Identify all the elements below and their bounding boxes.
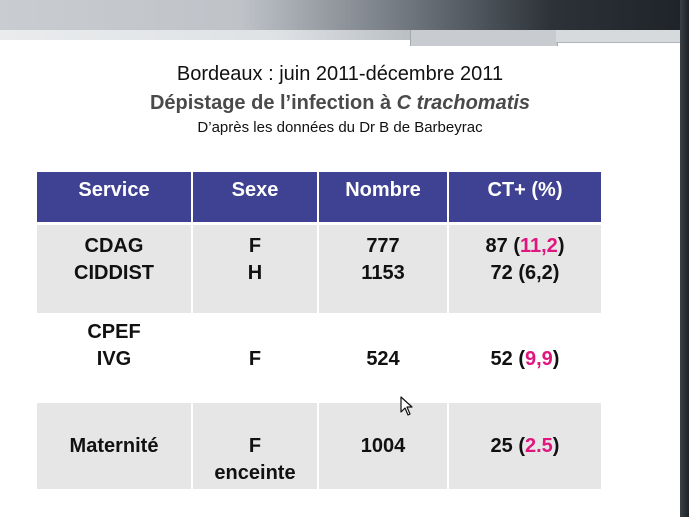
ct-count: 72 ( xyxy=(490,262,525,284)
cell-text: CDAG xyxy=(84,235,144,257)
slide-title-main: Dépistage de l’infection à C trachomatis xyxy=(0,92,680,115)
cell-ct: 25 (2.5) xyxy=(448,403,601,489)
table-row: CDAG CIDDIST F H 777 1153 87 (11,2) 72 (… xyxy=(37,225,601,313)
ct-close: ) xyxy=(552,435,560,457)
cell-text: CIDDIST xyxy=(74,262,154,284)
cell-sexe: F H xyxy=(192,225,319,313)
screening-table: Service Sexe Nombre CT+ (%) CDAG CIDDIST… xyxy=(37,172,601,489)
window-top-bar xyxy=(0,0,689,40)
cell-text: IVG xyxy=(96,348,132,370)
cell-nombre: 524 xyxy=(318,313,449,403)
cell-text: Maternité xyxy=(69,435,159,457)
ct-count: 52 ( xyxy=(490,348,525,370)
cell-text: H xyxy=(247,262,263,284)
ct-percent-highlight: 2.5 xyxy=(524,435,553,457)
ct-count: 87 ( xyxy=(485,235,520,257)
cell-ct-line: 52 (9,9) xyxy=(450,346,600,373)
cell-ct: 87 (11,2) 72 (6,2) xyxy=(448,225,601,313)
slide-title-main-italic: C trachomatis xyxy=(396,92,531,114)
cell-service: CDAG CIDDIST xyxy=(37,225,193,313)
mouse-pointer-icon xyxy=(400,396,413,416)
cell-service: Maternité xyxy=(37,403,193,489)
cell-text: 777 xyxy=(366,235,400,257)
ct-percent-highlight: 11,2 xyxy=(519,235,558,257)
table-row: CPEF IVG F 524 52 (9,9) xyxy=(37,313,601,403)
cell-ct-line: 72 (6,2) xyxy=(450,260,600,287)
column-header-nombre: Nombre xyxy=(318,172,449,222)
ct-count: 25 ( xyxy=(490,435,525,457)
table-row: Maternité F enceinte 1004 25 (2.5) xyxy=(37,403,601,489)
column-header-ct: CT+ (%) xyxy=(448,172,601,222)
slide-title-location-period: Bordeaux : juin 2011-décembre 2011 xyxy=(176,63,504,85)
cell-text: CPEF xyxy=(87,321,141,343)
cell-text: 1153 xyxy=(361,262,405,284)
cell-text: enceinte xyxy=(214,462,296,484)
slide-title-main-text: Dépistage de l’infection à xyxy=(149,92,397,114)
cell-ct: 52 (9,9) xyxy=(448,313,601,403)
cell-nombre: 777 1153 xyxy=(318,225,449,313)
cell-service: CPEF IVG xyxy=(37,313,193,403)
window-edge-bar xyxy=(680,0,689,517)
cell-text: 1004 xyxy=(360,435,406,457)
cell-ct-line: 87 (11,2) xyxy=(450,233,600,260)
slide-subtitle-source: D’après les données du Dr B de Barbeyrac xyxy=(197,119,483,136)
cell-text: F xyxy=(248,348,262,370)
cell-ct-line: 25 (2.5) xyxy=(450,433,600,460)
cell-text: F xyxy=(248,435,262,457)
toolbar-tab-secondary[interactable] xyxy=(556,30,680,43)
cell-text: 524 xyxy=(366,348,400,370)
ct-percent: 6,2 xyxy=(524,262,553,284)
cell-nombre: 1004 xyxy=(318,403,449,489)
cell-sexe: F xyxy=(192,313,319,403)
cell-text: F xyxy=(248,235,262,257)
toolbar-strip xyxy=(0,30,689,40)
table-header-row: Service Sexe Nombre CT+ (%) xyxy=(37,172,601,222)
column-header-service: Service xyxy=(37,172,193,222)
toolbar-tab[interactable] xyxy=(410,30,558,47)
cell-sexe: F enceinte xyxy=(192,403,319,489)
ct-close: ) xyxy=(552,262,560,284)
ct-close: ) xyxy=(552,348,560,370)
column-header-sexe: Sexe xyxy=(192,172,319,222)
ct-close: ) xyxy=(557,235,565,257)
ct-percent-highlight: 9,9 xyxy=(524,348,553,370)
